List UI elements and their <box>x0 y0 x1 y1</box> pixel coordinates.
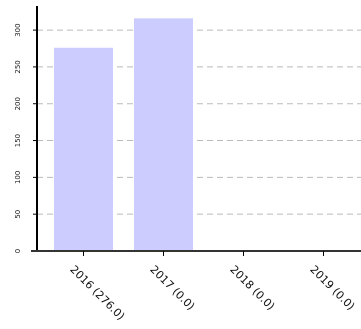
y-axis: 0 50 100 150 200 250 300 <box>14 6 38 253</box>
y-tick-label-300: 300 <box>14 23 22 36</box>
y-tick-label-50: 50 <box>14 210 22 219</box>
x-tick-label-0: 2016 (276.0) <box>67 263 127 323</box>
y-tick-label-250: 250 <box>14 60 22 73</box>
x-tick-label-2: 2018 (0.0) <box>227 263 277 313</box>
bar-1 <box>134 18 193 251</box>
y-tick-label-150: 150 <box>14 134 22 147</box>
bars <box>54 18 193 251</box>
y-tick-label-0: 0 <box>14 249 22 253</box>
x-axis: 2016 (276.0) 2017 (0.0) 2018 (0.0) 2019 (0.… <box>31 250 361 323</box>
y-tick-label-200: 200 <box>14 97 22 110</box>
x-tick-label-1: 2017 (0.0) <box>147 263 197 313</box>
bar-0 <box>54 47 113 251</box>
y-tick-label-100: 100 <box>14 171 22 184</box>
x-tick-label-3: 2019 (0.0) <box>307 263 357 313</box>
